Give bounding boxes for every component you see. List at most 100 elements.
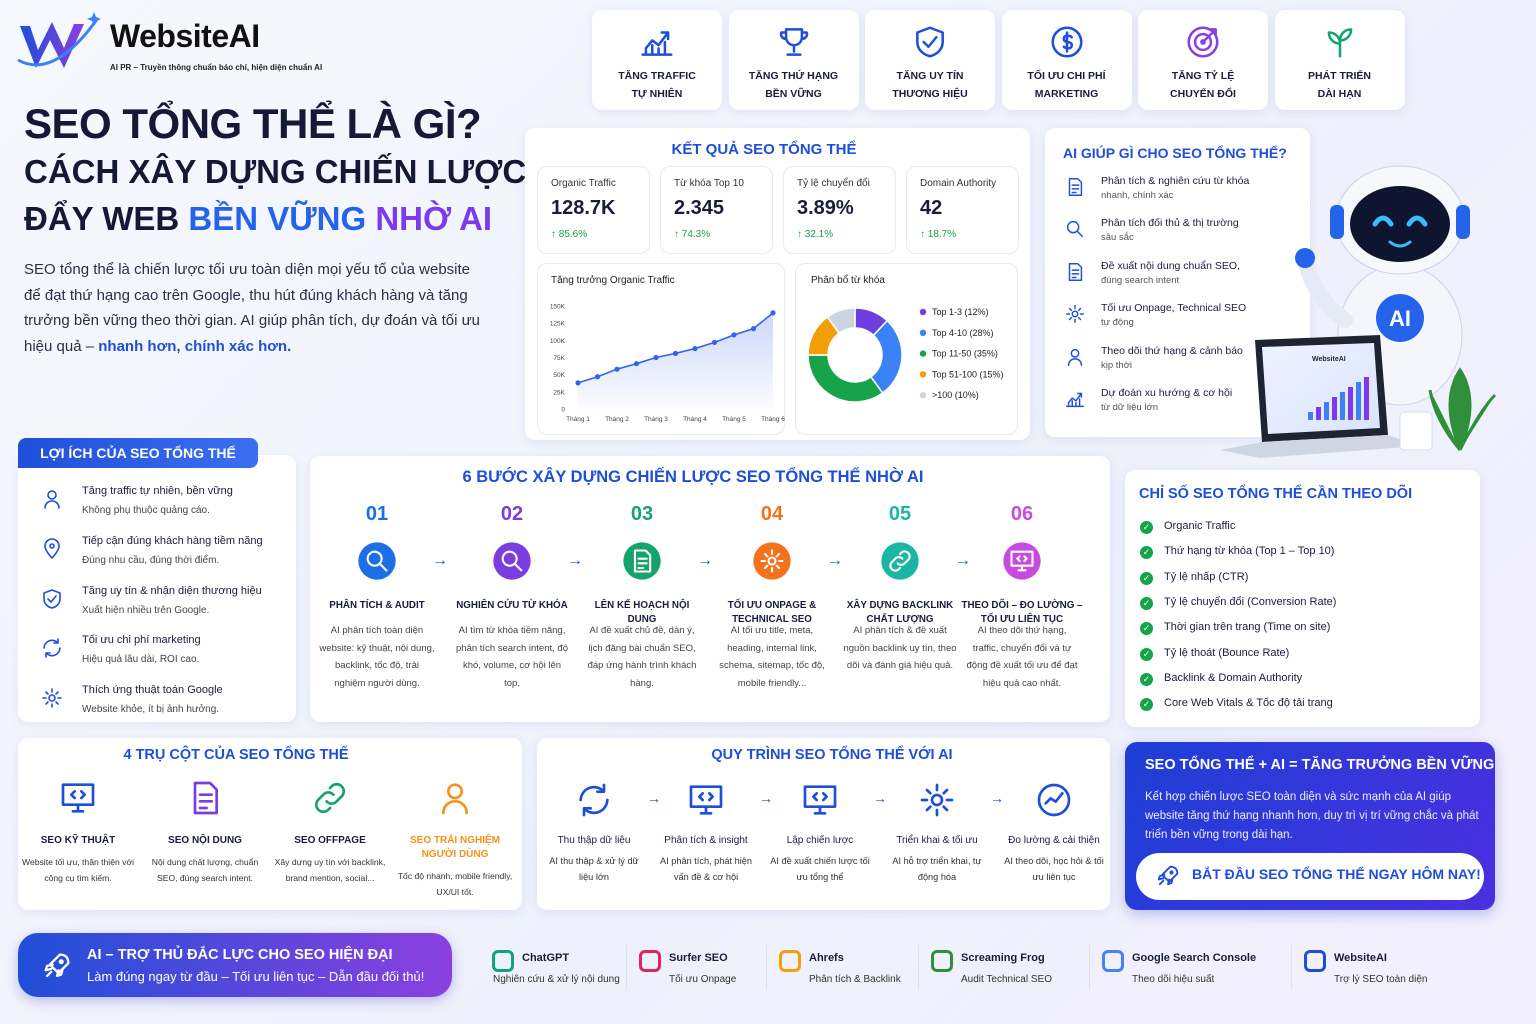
robot-mouth (1388, 240, 1412, 248)
logo-star (87, 12, 101, 26)
step-desc: AI theo dõi thứ hạng, traffic, chuyển đổ… (966, 625, 1078, 689)
icon-glyph (501, 550, 523, 572)
laptop-bar (1348, 387, 1353, 420)
icon (579, 783, 609, 817)
benefit-line: CHUYỂN ĐỔI (1170, 88, 1236, 100)
process-step-desc: AI theo dõi, học hỏi & tối ưu liên tục (1004, 856, 1104, 882)
icon-glyph (1066, 221, 1084, 238)
icon (1157, 865, 1179, 886)
brand-tagline: AI PR – Truyền thông chuẩn báo chí, hiện… (110, 63, 323, 72)
ai-help-item: Dự đoán xu hướng & cơ hội (1101, 387, 1233, 399)
process-arrow: → (990, 790, 1004, 806)
metric-value: 128.7K (551, 197, 616, 219)
logo (17, 12, 101, 68)
tracking-item: Tỷ lệ thoát (Bounce Rate) (1164, 646, 1290, 659)
robot-badge: AI (1389, 306, 1411, 331)
check: ✓ (1140, 698, 1153, 712)
process-step-title: Đo lường & cải thiện (1008, 835, 1100, 846)
metric-change: ↑ 32.1% (797, 229, 834, 240)
step-number: 04 (760, 503, 784, 525)
icon-glyph (61, 783, 95, 813)
step-arrow: → (567, 552, 583, 569)
benefit-line: TĂNG TRAFFIC (618, 70, 696, 82)
robot-chest (1376, 294, 1424, 342)
icon-glyph (641, 31, 673, 56)
tracking-item: Thời gian trên trang (Time on site) (1164, 621, 1331, 634)
chart-card (795, 263, 1018, 435)
pillar-desc: Nội dung chất lượng, chuẩn SEO, đúng sea… (151, 857, 259, 883)
tool-name: ChatGPT (522, 952, 570, 964)
icon-glyph (916, 26, 944, 58)
tracking-item: Organic Traffic (1164, 520, 1236, 532)
process-arrow: → (759, 790, 773, 806)
icon (193, 781, 218, 815)
chart-card (537, 263, 785, 435)
icon-glyph (44, 490, 60, 509)
icon-glyph (366, 550, 388, 572)
icon (42, 688, 62, 708)
benefit-title: Tăng uy tín & nhận diện thương hiệu (82, 584, 262, 597)
metric-label: Từ khóa Top 10 (674, 178, 744, 189)
icon (61, 783, 95, 813)
ai-help-desc: từ dữ liệu lớn (1101, 402, 1158, 413)
metric-label: Organic Traffic (551, 178, 616, 189)
benefit-card (728, 10, 859, 110)
metric-label: Tỷ lệ chuyển đổi (797, 178, 870, 189)
icon-glyph (43, 638, 61, 659)
step-number: 05 (888, 503, 912, 525)
cta-button[interactable]: BẮT ĐẦU SEO TỔNG THỂ NGAY HÔM NAY! (1192, 866, 1481, 882)
tool-desc: Theo dõi hiệu suất (1132, 974, 1215, 985)
robot-ear (1330, 205, 1344, 239)
icon (1003, 542, 1041, 580)
tool-desc: Tối ưu Onpage (669, 974, 737, 985)
tool-icon (779, 950, 801, 972)
icon-glyph (1068, 178, 1083, 196)
hero-intro: SEO tổng thể là chiến lược tối ưu toàn d… (24, 257, 486, 359)
hero-title-part: BỀN VỮNG (188, 200, 367, 237)
process-step-title: Phân tích & insight (664, 835, 748, 846)
icon (442, 783, 468, 815)
benefit-line: BỀN VỮNG (765, 88, 822, 100)
icon-bg (623, 542, 661, 580)
hero-title: SEO TỔNG THỂ LÀ GÌ? (24, 100, 482, 147)
chart-title: Tăng trưởng Organic Traffic (551, 275, 675, 286)
check: ✓ (1140, 521, 1153, 534)
tool-name: Surfer SEO (669, 952, 728, 964)
metric-label: Domain Authority (920, 178, 997, 189)
icon-glyph (920, 783, 954, 817)
icon (1068, 178, 1083, 196)
icon-glyph (803, 785, 837, 815)
icon (689, 785, 723, 815)
icon-glyph (1327, 28, 1352, 58)
process-step-desc: AI đề xuất chiến lược tối ưu tổng thể (770, 856, 870, 882)
tool-icon (1102, 950, 1124, 972)
icon (881, 542, 919, 580)
icon (43, 588, 61, 609)
tool-icon (492, 950, 514, 972)
check: ✓ (1140, 647, 1153, 661)
benefit-line: TỐI ƯU CHI PHÍ (1027, 70, 1106, 82)
step-desc: AI đề xuất chủ đề, dàn ý, lịch đăng bài … (587, 625, 697, 689)
metric-value: 3.89% (797, 197, 854, 219)
benefits-panel (18, 455, 296, 722)
robot-hand (1295, 248, 1315, 268)
hero-title: CÁCH XÂY DỰNG CHIẾN LƯỢC (24, 153, 527, 190)
process-step-desc: AI thu thập & xử lý dữ liệu lớn (549, 856, 639, 882)
benefit-line: MARKETING (1034, 88, 1099, 100)
icon-glyph (579, 783, 609, 817)
laptop-base (1220, 435, 1420, 458)
benefit-line: TĂNG THỨ HẠNG (748, 70, 839, 82)
metric-card (906, 166, 1019, 254)
step-arrow: → (432, 552, 448, 569)
process-arrow: → (647, 790, 661, 806)
tool-separator (626, 945, 627, 990)
metric-change: ↑ 74.3% (674, 229, 711, 240)
hero-title-part: ĐẨY WEB (24, 200, 180, 237)
step-arrow: → (697, 552, 713, 569)
icon-glyph (1068, 262, 1083, 281)
icon-bg (881, 542, 919, 580)
icon (43, 638, 61, 659)
mug (1399, 411, 1433, 451)
icon-glyph (689, 785, 723, 815)
benefit-desc: Website khỏe, ít bị ảnh hưởng. (82, 704, 220, 716)
